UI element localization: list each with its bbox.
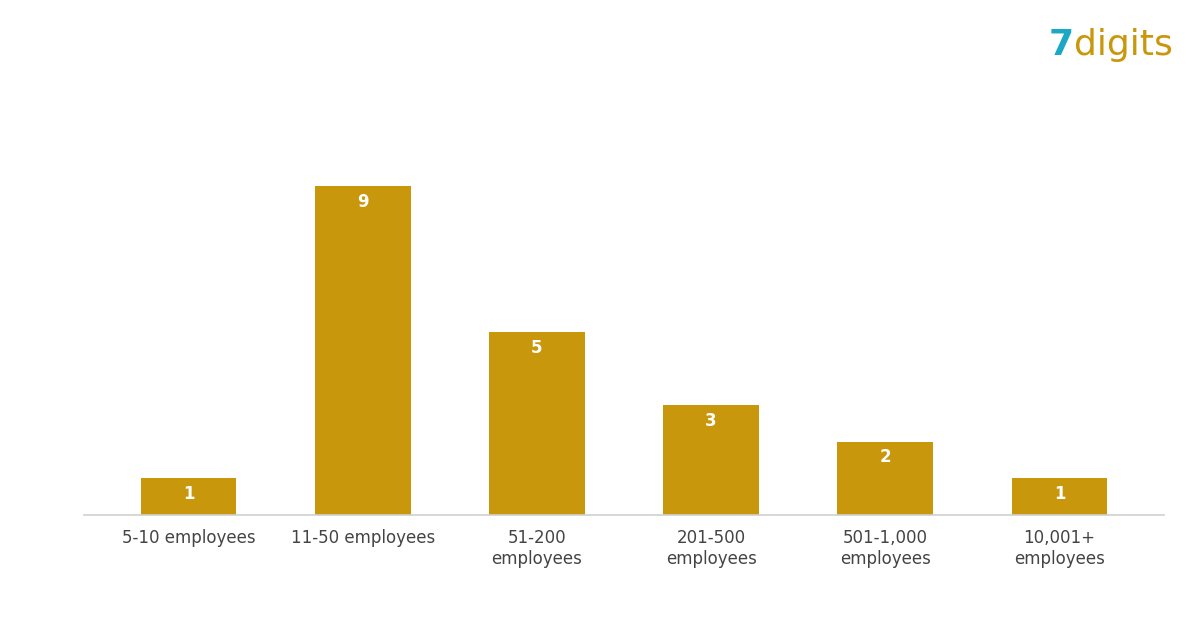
Bar [140, 479, 236, 515]
Text: 9: 9 [356, 193, 368, 210]
Bar [490, 332, 584, 515]
Bar [1012, 479, 1108, 515]
Text: digits: digits [1074, 28, 1172, 62]
Bar [664, 405, 760, 515]
Text: 2: 2 [880, 448, 892, 467]
Text: 1: 1 [182, 485, 194, 503]
Text: 1: 1 [1054, 485, 1066, 503]
Text: 5: 5 [532, 339, 542, 357]
Bar [314, 186, 410, 515]
Text: 3: 3 [706, 412, 716, 430]
Bar [838, 442, 934, 515]
Text: 7: 7 [1049, 28, 1074, 62]
